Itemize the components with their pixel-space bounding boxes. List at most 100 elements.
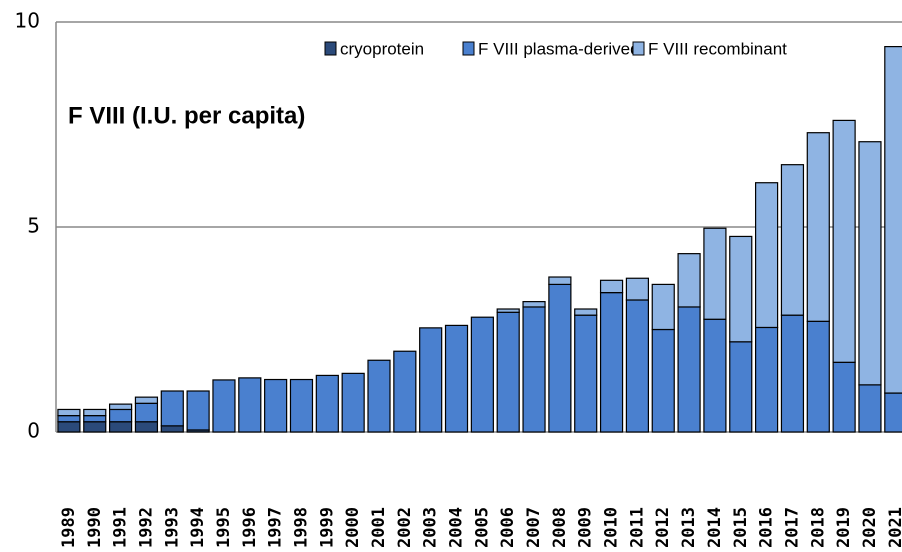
- bar-segment: [651, 328, 675, 433]
- x-tick-label: 1996: [240, 507, 260, 548]
- bar-segment: [57, 421, 81, 433]
- x-tick-label: 2013: [679, 507, 699, 548]
- legend-label: F VIII recombinant: [648, 39, 787, 58]
- y-tick-label: 0: [27, 419, 40, 443]
- bar-segment: [599, 292, 624, 433]
- x-tick-label: 2001: [369, 507, 389, 548]
- bar-segment: [651, 283, 675, 331]
- x-tick-label: 2007: [524, 507, 544, 548]
- x-tick-label: 2000: [343, 507, 363, 548]
- bar-segment: [212, 379, 236, 433]
- bar-segment: [677, 306, 701, 433]
- bar-segment: [832, 361, 856, 433]
- bar-segment: [393, 350, 417, 433]
- bar-segment: [108, 421, 133, 433]
- x-tick-label: 2006: [498, 507, 518, 548]
- x-tick-label: 2009: [576, 507, 596, 548]
- bar-segment: [264, 378, 288, 433]
- bar-segment: [574, 314, 598, 433]
- bar-segment: [599, 279, 624, 294]
- bar-segment: [108, 408, 133, 423]
- bar-segment: [57, 408, 81, 417]
- bar-segment: [134, 421, 159, 433]
- bar-segment: [315, 374, 339, 433]
- bar-segment: [496, 311, 520, 433]
- y-tick-label: 5: [27, 214, 40, 238]
- bar-segment: [832, 119, 856, 363]
- bar-segment: [625, 299, 650, 433]
- bar-segment: [858, 141, 882, 386]
- x-tick-label: 2018: [808, 507, 828, 548]
- x-tick-label: 2003: [421, 507, 441, 548]
- bar-segment: [754, 326, 779, 433]
- bar-segment: [625, 277, 650, 301]
- bar-segment: [522, 306, 546, 433]
- x-tick-label: 2015: [731, 507, 751, 548]
- bar-segment: [108, 403, 133, 411]
- bar-segment: [134, 396, 159, 404]
- bar-segment: [703, 318, 727, 433]
- x-tick-label: 1993: [162, 507, 182, 548]
- bar-segment: [780, 314, 805, 433]
- bar-segment: [341, 372, 365, 433]
- bar-segment: [134, 402, 159, 423]
- bar-segment: [289, 378, 314, 433]
- bar-segment: [160, 390, 184, 427]
- x-tick-label: 2016: [757, 507, 777, 548]
- bar-segment: [729, 341, 753, 433]
- bar-segment: [419, 327, 443, 433]
- bar-segment: [522, 301, 546, 308]
- legend-swatch: [632, 41, 645, 56]
- x-tick-label: 1997: [266, 507, 286, 548]
- bar-segment: [160, 425, 184, 433]
- bar-segment: [703, 227, 727, 320]
- bar-segment: [444, 324, 469, 433]
- bar-segment: [83, 415, 107, 423]
- x-tick-label: 2012: [653, 507, 673, 548]
- x-tick-label: 2019: [834, 507, 854, 548]
- bar-segment: [780, 164, 805, 316]
- x-tick-label: 2011: [627, 507, 647, 548]
- chart-title: F VIII (I.U. per capita): [68, 102, 305, 129]
- bar-segment: [884, 45, 902, 394]
- x-tick-label: 1995: [214, 507, 234, 548]
- x-tick-label: 1992: [136, 507, 156, 548]
- x-tick-label: 2020: [860, 507, 880, 548]
- bar-segment: [677, 253, 701, 308]
- bar-segment: [806, 320, 830, 433]
- bar-segment: [884, 392, 902, 433]
- bar-segment: [496, 308, 520, 313]
- bar-segment: [83, 421, 107, 433]
- x-tick-label: 2014: [705, 507, 725, 548]
- bar-segment: [574, 308, 598, 316]
- x-tick-label: 2005: [472, 507, 492, 548]
- x-tick-label: 2010: [602, 507, 622, 548]
- x-tick-label: 1991: [111, 507, 131, 548]
- y-tick-label: 10: [15, 9, 40, 33]
- bar-segment: [83, 408, 107, 417]
- legend-label: F VIII plasma-derived: [478, 39, 640, 58]
- bar-segment: [806, 132, 830, 322]
- legend-label: cryoprotein: [340, 39, 424, 58]
- bar-segment: [186, 390, 210, 431]
- x-tick-label: 2004: [447, 507, 467, 548]
- bar-segment: [57, 415, 81, 423]
- legend-swatch: [324, 41, 337, 56]
- bar-segment: [858, 384, 882, 433]
- legend-swatch: [462, 41, 475, 56]
- bar-segment: [367, 359, 391, 433]
- x-tick-label: 1999: [317, 507, 337, 548]
- bar-segment: [754, 182, 779, 329]
- bar-segment: [238, 377, 262, 433]
- x-tick-label: 2002: [395, 507, 415, 548]
- bar-segment: [729, 235, 753, 343]
- bar-segment: [548, 276, 572, 285]
- x-tick-label: 1990: [85, 507, 105, 548]
- x-tick-label: 1994: [188, 507, 208, 548]
- x-tick-label: 2008: [550, 507, 570, 548]
- x-tick-label: 1998: [291, 507, 311, 548]
- bar-segment: [470, 316, 494, 433]
- x-tick-label: 1989: [59, 507, 79, 548]
- x-tick-label: 2021: [886, 507, 902, 548]
